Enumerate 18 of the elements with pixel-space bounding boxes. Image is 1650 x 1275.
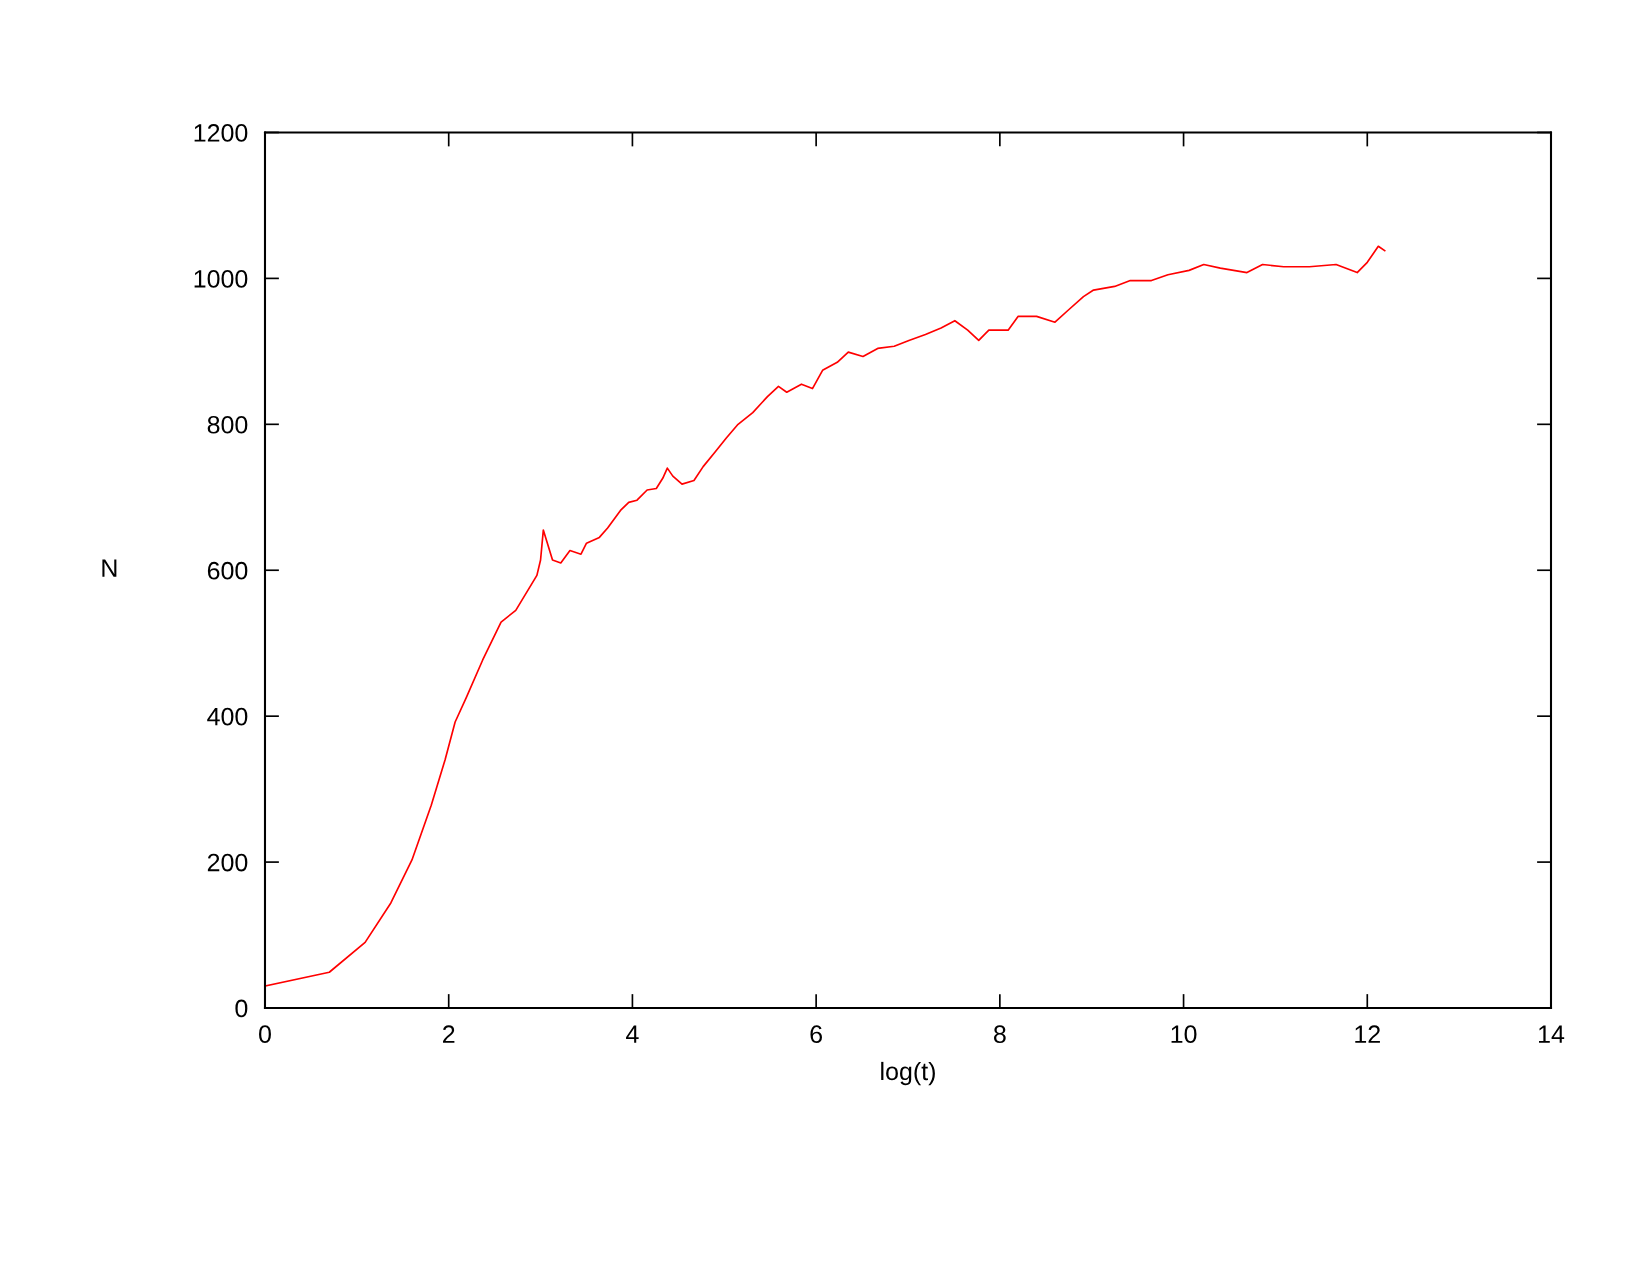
x-tick-label: 8 [993,1025,1006,1044]
x-tick-label: 10 [1171,1025,1197,1044]
y-tick-label: 600 [207,561,248,580]
x-tick-label: 14 [1539,1025,1565,1043]
x-tick-label: 0 [259,1025,271,1044]
y-tick-label: 0 [235,999,248,1018]
line-series [264,245,1386,987]
y-tick-label: 200 [207,853,248,872]
x-tick-label: 12 [1355,1025,1380,1043]
y-axis-title: N [102,559,117,577]
y-tick-label: 400 [207,707,248,726]
y-tick-label: 800 [207,415,248,434]
x-tick-label: 2 [443,1025,455,1043]
x-tick-label: 6 [810,1025,822,1044]
x-tick-label: 4 [626,1025,639,1043]
x-axis-title: log(t) [881,1061,935,1086]
y-tick-label: 1000 [194,270,248,288]
y-tick-label: 1200 [194,124,248,142]
